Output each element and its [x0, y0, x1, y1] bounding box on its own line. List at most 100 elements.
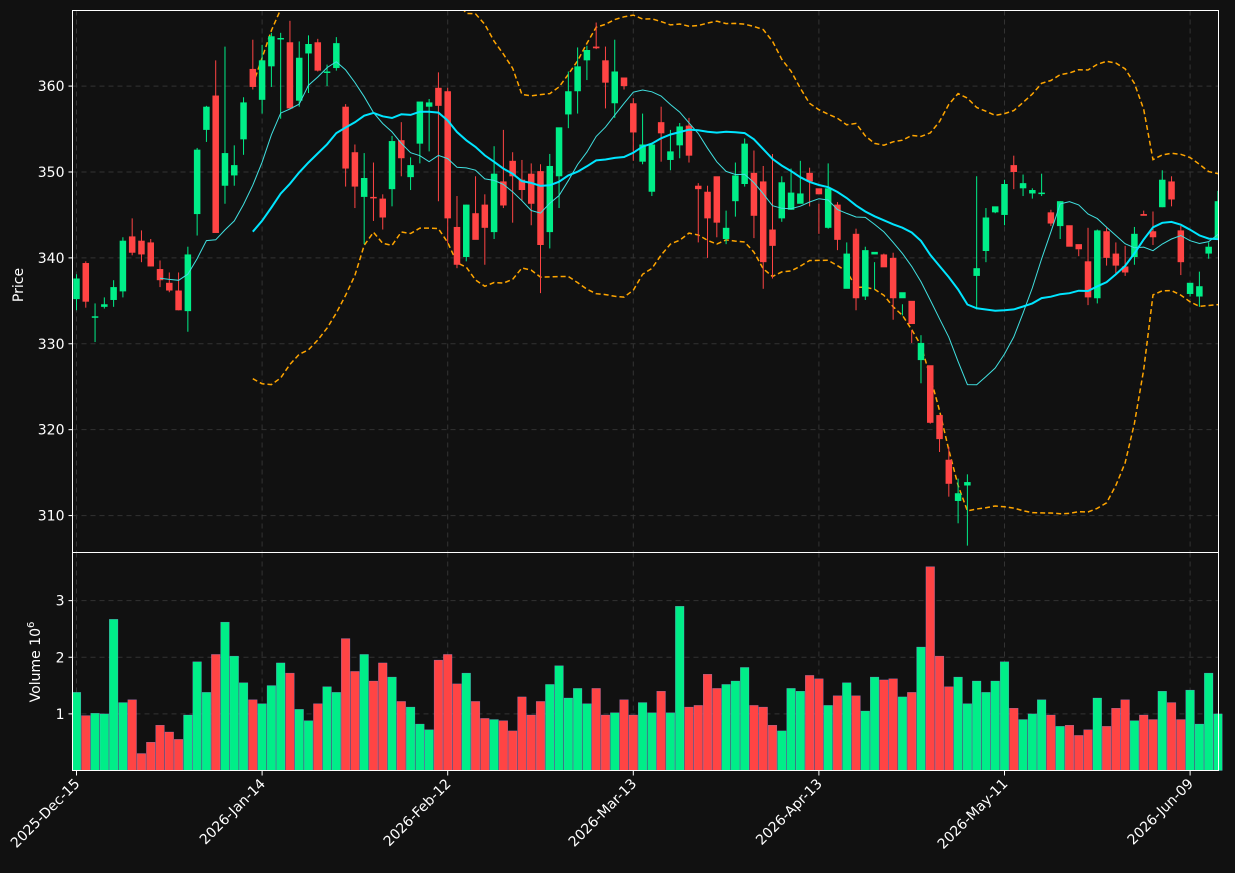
volume-bar [712, 688, 722, 771]
volume-bar [313, 703, 323, 771]
volume-bar [814, 678, 824, 771]
x-tick-label: 2026-Jan-14 [197, 776, 269, 848]
volume-bar [767, 725, 778, 771]
candle-down [880, 254, 888, 268]
volume-bar [341, 638, 351, 771]
volume-bar [777, 730, 787, 771]
candle-up [991, 206, 999, 213]
price-y-tick-label: 360 [38, 79, 65, 95]
volume-bar [331, 692, 341, 771]
volume-bar [99, 713, 109, 771]
volume-bar [211, 654, 221, 771]
volume-bar [1046, 714, 1056, 771]
candle-up [1029, 190, 1036, 194]
volume-bar [1083, 729, 1093, 771]
candle-up [1159, 179, 1166, 208]
candle-down [342, 106, 349, 169]
candle-up [203, 106, 210, 130]
volume-y-tick-label: 1 [56, 707, 65, 723]
candle-up [1196, 286, 1203, 297]
candle-up [639, 144, 646, 162]
volume-bar [851, 695, 861, 771]
volume-bar [238, 682, 249, 771]
candle-up [388, 141, 396, 190]
upper-band-line [252, 10, 1219, 175]
candle-down [128, 236, 136, 253]
candle-up [1131, 233, 1138, 258]
volume-bar [248, 699, 258, 771]
candle-up [611, 71, 618, 104]
candle-up [565, 91, 572, 115]
volume-bar [582, 703, 592, 771]
candle-up [416, 101, 424, 144]
candle-up [73, 278, 80, 300]
volume-bar [1092, 697, 1102, 771]
volume-bars [71, 566, 1223, 771]
long-ma-line [252, 110, 1219, 312]
volume-bar [508, 730, 518, 771]
volume-bar [396, 701, 406, 771]
volume-bar [118, 702, 128, 771]
volume-bar [675, 606, 685, 771]
candle-down [481, 204, 489, 228]
volume-bar [535, 701, 546, 771]
price-grid [72, 10, 1219, 553]
volume-bar [749, 705, 759, 771]
candles [73, 20, 1219, 546]
volume-bar [823, 705, 833, 771]
volume-bar [489, 719, 499, 771]
volume-bar [471, 701, 481, 771]
volume-y-ticks: 1 2 3 [56, 594, 73, 723]
candle-up [110, 287, 117, 300]
volume-bar [842, 682, 852, 771]
candle-up [407, 165, 414, 178]
candle-up [676, 126, 683, 146]
candle-up [899, 292, 906, 299]
candle-down [314, 42, 322, 71]
candle-up [583, 50, 591, 61]
candle-up [240, 102, 247, 140]
bollinger-bands [252, 10, 1219, 515]
volume-bar [916, 646, 926, 771]
candle-down [472, 213, 479, 240]
candle-up [360, 177, 368, 197]
candle-down [398, 140, 405, 159]
x-tick-label: 2026-Mar-13 [566, 776, 640, 850]
volume-bar [888, 678, 898, 771]
candle-up [490, 173, 498, 233]
candle-down [759, 181, 767, 263]
candle-up [555, 127, 563, 177]
candle-up [119, 240, 127, 292]
candle-down [527, 173, 535, 204]
volume-bar [164, 731, 174, 771]
candle-down [156, 269, 164, 281]
volume-axis-title-exponent: 6 [26, 622, 37, 628]
volume-bar [870, 676, 880, 771]
volume-bar [665, 712, 675, 771]
volume-bar [758, 706, 768, 771]
volume-bar [257, 703, 267, 771]
volume-bar [461, 672, 471, 771]
candle-up [787, 192, 795, 210]
candle-down [138, 240, 145, 255]
volume-bar [1009, 708, 1019, 771]
candle-down [1149, 231, 1157, 238]
volume-y-tick-label: 2 [56, 650, 65, 666]
volume-bar [368, 680, 378, 771]
volume-bar [350, 671, 360, 771]
candle-up [964, 482, 971, 486]
candle-up [101, 304, 108, 307]
candle-up [574, 66, 581, 92]
candle-down [704, 191, 711, 219]
volume-bar [1064, 725, 1074, 771]
candle-down [834, 204, 841, 240]
price-y-ticks: 310 320 330 340 350 360 [38, 79, 73, 525]
lower-band-line [252, 227, 1219, 515]
candle-up [1019, 183, 1027, 189]
candle-up [954, 493, 962, 501]
volume-bar [378, 662, 388, 771]
x-tick-label: 2026-Feb-12 [381, 776, 455, 850]
volume-y-tick-label: 3 [56, 594, 65, 610]
